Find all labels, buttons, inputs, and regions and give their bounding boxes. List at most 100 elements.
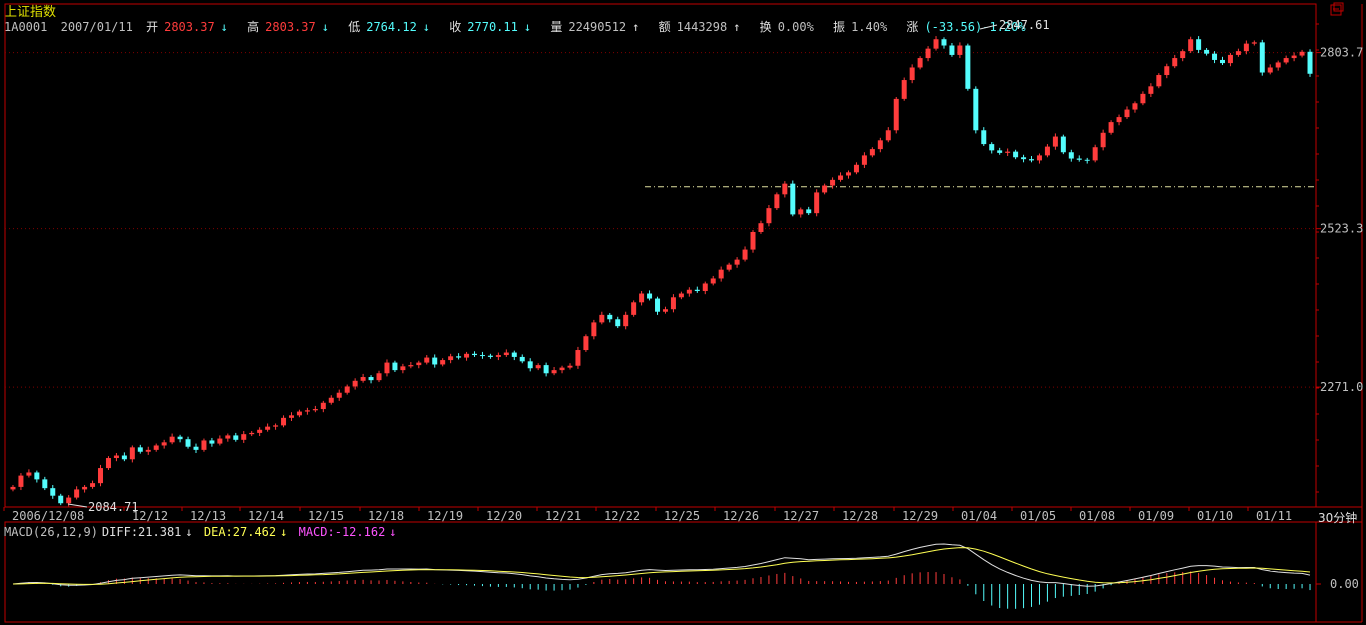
candle-body <box>1029 159 1035 161</box>
candle-body <box>1235 51 1241 55</box>
candle-body <box>869 149 875 156</box>
high-field: 高 2803.37 ↓ <box>247 20 335 34</box>
candle-body <box>153 445 159 450</box>
candle-body <box>400 366 406 371</box>
candle-body <box>1013 151 1019 158</box>
close-field: 收 2770.11 ↓ <box>449 20 537 34</box>
candle-body <box>615 319 621 327</box>
candle-body <box>344 386 350 393</box>
candle-body <box>814 192 820 214</box>
candle-body <box>973 88 979 131</box>
candle-body <box>185 439 191 447</box>
open-value: 2803.37 <box>164 20 215 34</box>
candle-body <box>312 409 318 411</box>
macd-diff: DIFF:21.381 <box>101 525 182 539</box>
candle-body <box>18 475 24 487</box>
candle-body <box>241 434 247 440</box>
candle-body <box>376 373 382 381</box>
candle-body <box>1052 136 1058 147</box>
x-tick-label: 12/20 <box>486 509 522 523</box>
candle-body <box>360 377 366 381</box>
instrument-title: 上证指数 <box>4 5 57 20</box>
x-tick-label: 2006/12/08 <box>12 509 84 523</box>
candle-body <box>655 298 661 312</box>
candle-body <box>249 432 255 435</box>
volume-field: 量 22490512 ↑ <box>550 20 645 34</box>
candle-body <box>647 293 653 299</box>
window-restore-icon[interactable] <box>1330 2 1344 16</box>
candle-body <box>742 249 748 260</box>
x-tick-label: 12/18 <box>368 509 404 523</box>
low-arrow-icon: ↓ <box>422 20 431 34</box>
diff-arrow-icon: ↓ <box>185 525 193 539</box>
candle-body <box>82 486 88 490</box>
candle-body <box>853 164 859 173</box>
candle-body <box>10 486 16 490</box>
candle-body <box>1036 155 1042 161</box>
candle-body <box>217 438 223 444</box>
candle-body <box>408 365 414 367</box>
candle-body <box>416 362 422 366</box>
candle-body <box>861 155 867 165</box>
candle-body <box>1005 151 1011 153</box>
candle-body <box>320 402 326 410</box>
time-axis: 2006/12/08 12/12 12/13 12/14 12/15 12/18 12/19… <box>3 507 1292 523</box>
change-value: (-33.56)-1.20% <box>924 20 1026 34</box>
candle-body <box>957 45 963 55</box>
low-annotation-leader <box>67 503 88 508</box>
x-tick-label: 01/11 <box>1256 509 1292 523</box>
x-tick-label: 12/27 <box>783 509 819 523</box>
candle-body <box>631 302 637 315</box>
candle-body <box>845 172 851 176</box>
volume-label: 量 <box>550 20 563 34</box>
candle-body <box>1283 58 1289 63</box>
candle-body <box>766 208 772 224</box>
candle-body <box>98 468 104 484</box>
x-tick-label: 01/04 <box>961 509 997 523</box>
x-tick-label: 01/05 <box>1020 509 1056 523</box>
candle-body <box>503 352 509 356</box>
x-tick-label: 12/15 <box>308 509 344 523</box>
candle-body <box>392 362 398 371</box>
candle-body <box>1180 51 1186 59</box>
timeframe-label[interactable]: 30分钟 <box>1318 511 1358 525</box>
candle-body <box>336 392 342 398</box>
low-field: 低 2764.12 ↓ <box>348 20 436 34</box>
candle-body <box>806 209 812 214</box>
candle-body <box>487 355 493 357</box>
x-tick-label: 12/22 <box>604 509 640 523</box>
candle-body <box>281 417 287 426</box>
high-arrow-icon: ↓ <box>321 20 329 34</box>
open-field: 开 2803.37 ↓ <box>146 20 234 34</box>
amount-label: 额 <box>658 20 671 34</box>
amplitude-field: 振 1.40% <box>833 20 893 34</box>
price-annotations: 2084.71 2847.61 <box>67 18 1050 514</box>
candle-body <box>527 361 533 369</box>
candle-body <box>66 497 72 504</box>
candle-body <box>710 278 716 284</box>
candle-body <box>113 455 119 459</box>
candle-body <box>257 429 263 433</box>
candle-body <box>798 209 804 215</box>
change-label: 涨 <box>906 20 919 34</box>
macd-params: MACD(26,12,9) <box>4 525 98 539</box>
macd-panel: 0.00 <box>12 543 1359 609</box>
x-tick-label: 01/08 <box>1079 509 1115 523</box>
high-label: 高 <box>247 20 260 34</box>
high-value: 2803.37 <box>265 20 316 34</box>
candle-body <box>1148 86 1154 94</box>
candle-body <box>559 367 565 371</box>
close-label: 收 <box>449 20 462 34</box>
candle-body <box>1219 59 1225 64</box>
candle-body <box>225 435 231 439</box>
candle-body <box>1108 122 1114 133</box>
candle-body <box>989 144 995 151</box>
candle-body <box>265 426 271 430</box>
candle-body <box>639 293 645 303</box>
candle-body <box>74 489 80 498</box>
candle-body <box>893 98 899 131</box>
candle-body <box>774 194 780 209</box>
candle-body <box>1275 62 1281 68</box>
candle-body <box>209 440 215 444</box>
